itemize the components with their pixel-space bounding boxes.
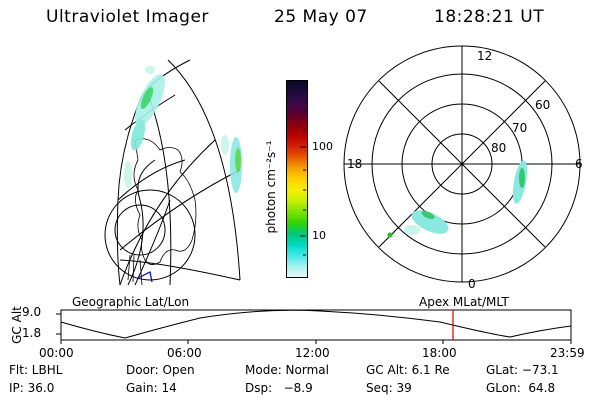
xtick-0600: 06:00	[167, 346, 202, 360]
filter-label: Flt: LBHL	[9, 363, 63, 377]
colorbar-tick-100: 100	[312, 140, 333, 153]
timeline-frame	[60, 309, 572, 341]
ip-label: IP: 36.0	[9, 381, 55, 395]
xtick-2359: 23:59	[550, 346, 585, 360]
glon-label: GLon: 64.8	[486, 381, 556, 395]
dsp-label: Dsp: −8.9	[245, 381, 313, 395]
door-label: Door: Open	[126, 363, 195, 377]
xtick-1800: 18:00	[422, 346, 457, 360]
timeline-right-title: Apex MLat/MLT	[419, 295, 509, 309]
seq-label: Seq: 39	[366, 381, 412, 395]
glat-label: GLat: −73.1	[486, 363, 559, 377]
timeline-ytick-bottom: 1.8	[22, 326, 42, 340]
mlt-label-6: 6	[575, 157, 583, 171]
mlat-label-60: 60	[535, 98, 551, 112]
gc-alt-label: GC Alt: 6.1 Re	[366, 363, 450, 377]
mode-label: Mode: Normal	[245, 363, 329, 377]
time-label: 18:28:21 UT	[434, 7, 545, 27]
altitude-curve	[60, 309, 572, 339]
colorbar	[286, 80, 308, 278]
xtick-0000: 00:00	[39, 346, 74, 360]
app-title: Ultraviolet Imager	[46, 7, 209, 27]
mlat-label-70: 70	[512, 121, 528, 135]
mlt-label-0: 0	[468, 277, 476, 291]
mlat-label-80: 80	[491, 141, 507, 155]
date-label: 25 May 07	[274, 7, 368, 27]
colorbar-tick-10: 10	[312, 229, 326, 242]
xtick-1200: 12:00	[295, 346, 330, 360]
timeline-left-title: Geographic Lat/Lon	[72, 295, 190, 309]
mlt-label-12: 12	[477, 49, 493, 63]
timeline-ytick-top: 9.0	[22, 305, 42, 319]
mlt-label-18: 18	[347, 157, 363, 171]
gain-label: Gain: 14	[126, 381, 177, 395]
